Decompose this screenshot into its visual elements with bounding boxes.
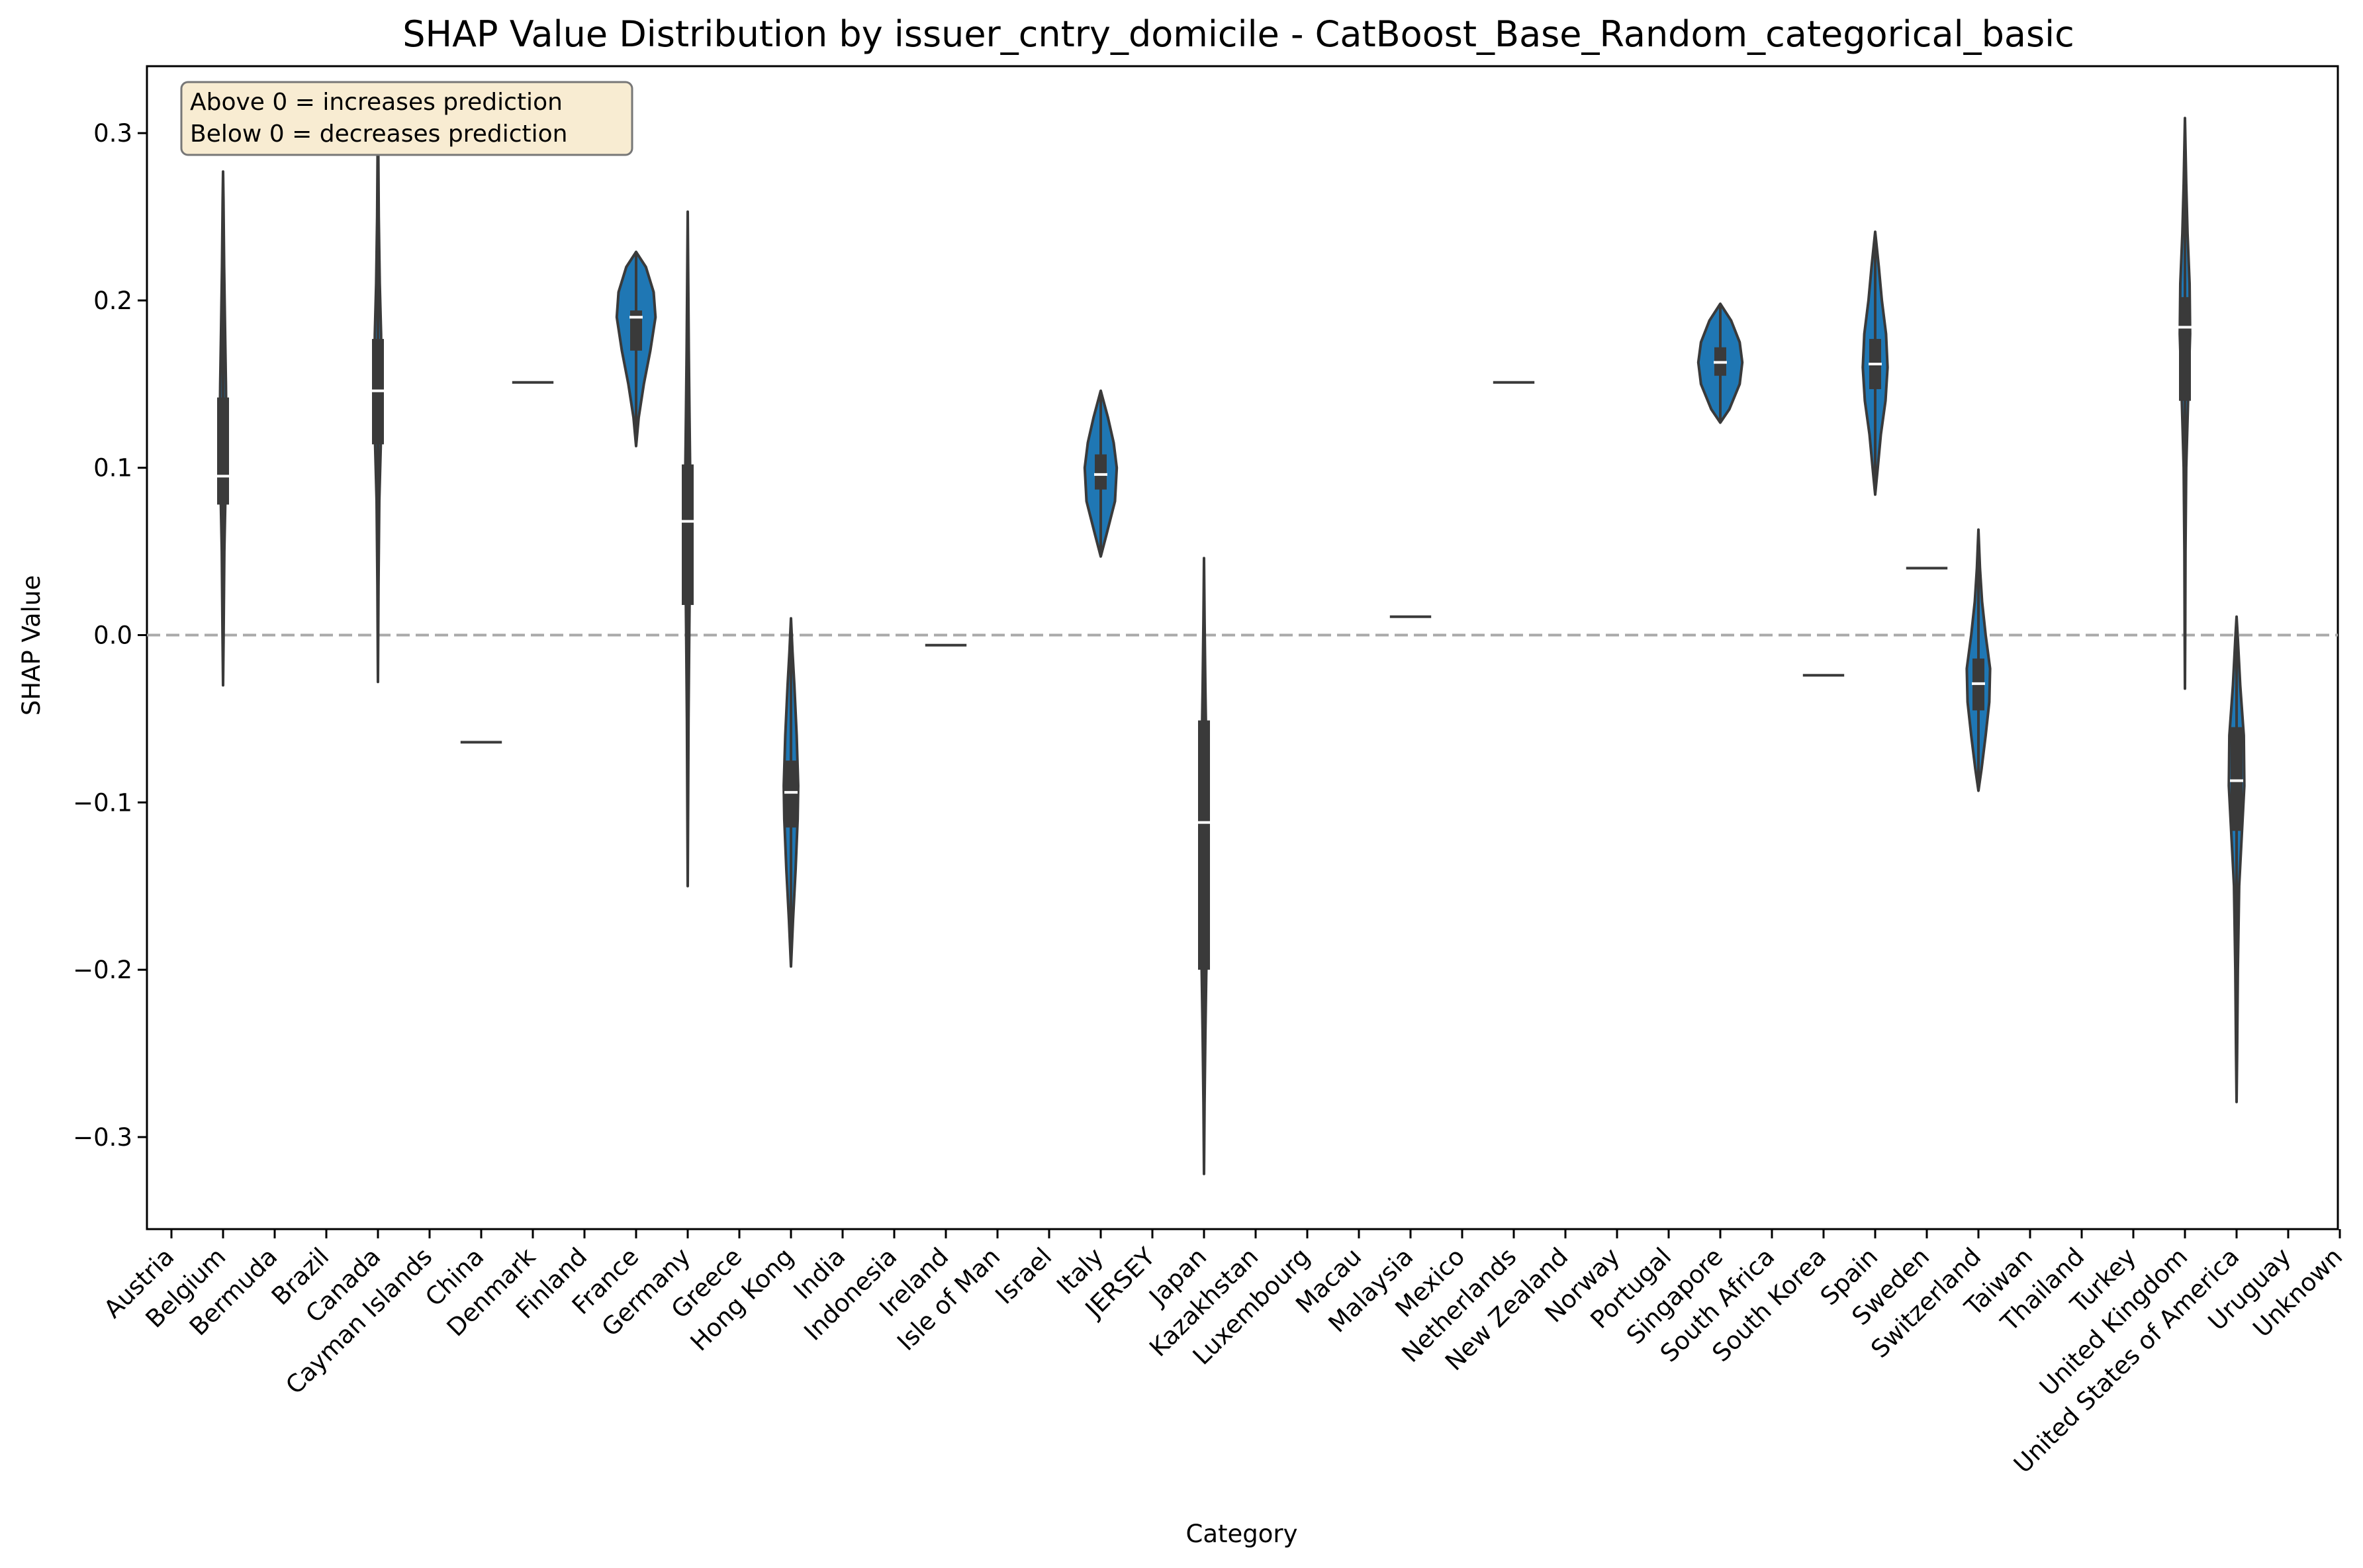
annotation-box: Above 0 = increases prediction Below 0 =… (180, 81, 633, 156)
violin-box-hong-kong (785, 761, 797, 828)
violin-box-united-kingdom (2179, 297, 2191, 401)
violin-box-germany (682, 464, 694, 606)
y-tick-label: −0.2 (73, 956, 132, 984)
y-tick-label: −0.1 (73, 788, 132, 817)
annotation-background (180, 81, 633, 156)
plot-frame (146, 65, 2339, 1230)
y-axis-label: SHAP Value (17, 575, 46, 715)
annotation-line-1: Above 0 = increases prediction (190, 89, 563, 116)
chart-title: SHAP Value Distribution by issuer_cntry_… (402, 13, 2074, 55)
y-tick-label: 0.1 (93, 454, 132, 483)
violin-box-italy (1095, 454, 1107, 490)
violin-box-belgium (217, 397, 229, 505)
y-tick-label: −0.3 (73, 1123, 132, 1152)
violin-box-japan (1198, 720, 1210, 970)
violin-box-united-states-of-america (2231, 727, 2243, 831)
y-tick-label: 0.2 (93, 287, 132, 315)
x-axis-label: Category (1185, 1520, 1297, 1548)
y-tick-label: 0.0 (93, 622, 132, 650)
plot-area: −0.3−0.2−0.10.00.10.20.3AustriaBelgiumBe… (73, 65, 2348, 1479)
annotation-line-2: Below 0 = decreases prediction (190, 120, 567, 148)
violin-box-france (630, 310, 642, 351)
y-tick-label: 0.3 (93, 119, 132, 148)
